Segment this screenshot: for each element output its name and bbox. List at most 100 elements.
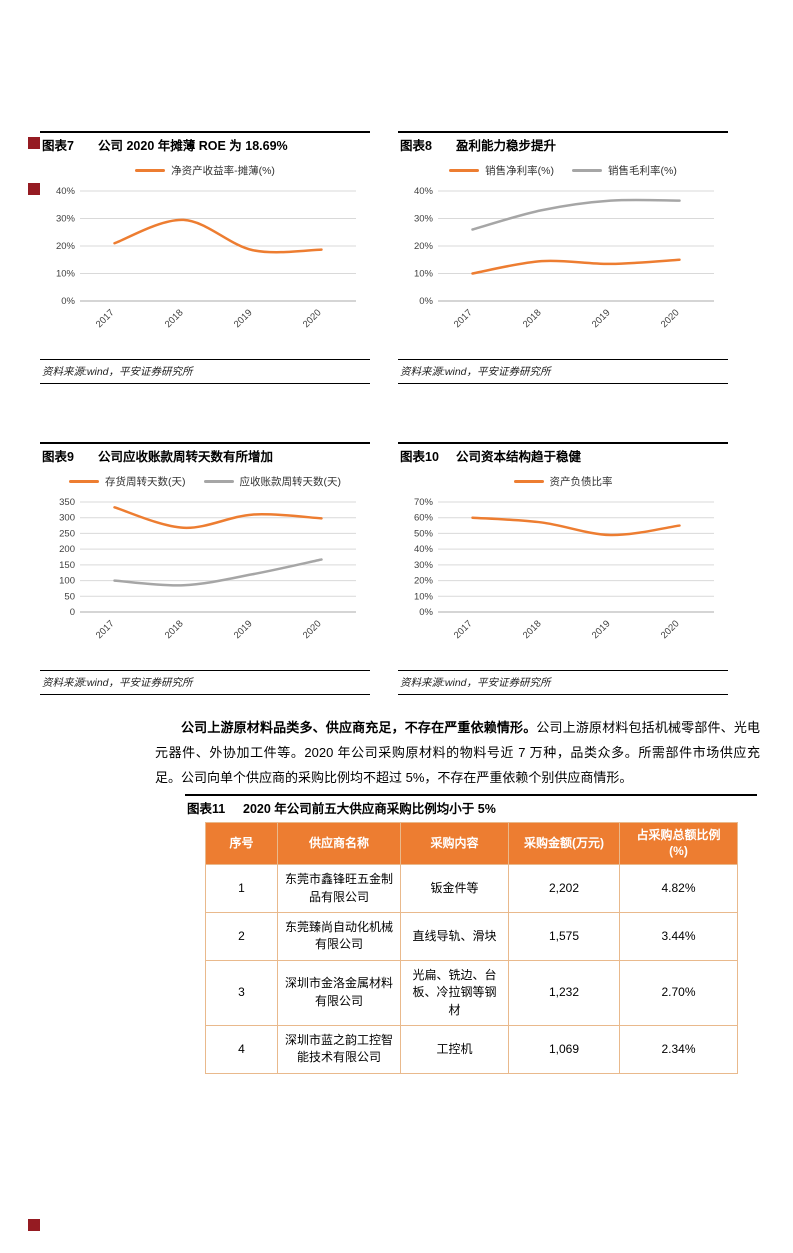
svg-text:2020: 2020 (659, 618, 682, 641)
figure-9: 图表9 公司应收账款周转天数有所增加 存货周转天数(天) 应收账款周转天数(天) 0 5… (40, 442, 370, 695)
cell-index: 4 (205, 1024, 278, 1074)
turnover-days-line-chart: 存货周转天数(天) 应收账款周转天数(天) 0 50 100 150 200 250 300 35… (40, 470, 370, 660)
cell-supplier: 深圳市金洛金属材料有限公司 (277, 959, 401, 1026)
chart-canvas: 0% 10% 20% 30% 40% 2017 2018 2019 2020 (56, 186, 356, 330)
figure-label: 图表9 (42, 450, 74, 464)
margin-line-chart: 销售净利率(%) 销售毛利率(%) 0% 10% 20% 30% 40% 2017 2018 20… (398, 159, 728, 349)
svg-text:0%: 0% (61, 296, 75, 307)
cell-amount: 1,069 (508, 1024, 620, 1074)
cell-ratio: 4.82% (619, 864, 738, 913)
legend-item: 资产负债比率 (513, 474, 613, 489)
chart-legend: 销售净利率(%) 销售毛利率(%) (398, 159, 728, 181)
figure-10: 图表10 公司资本结构趋于稳健 资产负债比率 0% 10% 20% 30% 40% 50% 60… (398, 442, 728, 695)
svg-text:200: 200 (59, 544, 75, 555)
svg-text:2020: 2020 (301, 618, 324, 641)
cell-content: 直线导轨、滑块 (400, 911, 509, 961)
legend-item: 应收账款周转天数(天) (203, 474, 341, 489)
cell-amount: 1,232 (508, 959, 620, 1026)
svg-text:50%: 50% (414, 528, 434, 539)
svg-text:30%: 30% (414, 214, 434, 225)
legend-line-swatch (572, 168, 602, 172)
svg-text:2017: 2017 (452, 307, 475, 330)
cell-index: 3 (205, 959, 278, 1026)
svg-text:30%: 30% (56, 214, 76, 225)
chart-legend: 资产负债比率 (398, 470, 728, 492)
svg-text:20%: 20% (414, 576, 434, 587)
svg-text:0%: 0% (419, 296, 433, 307)
legend-item: 净资产收益率-摊薄(%) (135, 163, 275, 178)
svg-text:70%: 70% (414, 497, 434, 508)
svg-text:150: 150 (59, 560, 75, 571)
brand-mark (28, 183, 40, 195)
figure-label: 图表10 (400, 450, 439, 464)
svg-text:2017: 2017 (94, 618, 117, 641)
figure-title: 公司资本结构趋于稳健 (456, 450, 582, 464)
svg-text:0%: 0% (419, 607, 433, 618)
cell-ratio: 2.70% (619, 959, 738, 1026)
col-header-content: 采购内容 (400, 821, 509, 866)
figure-10-caption: 图表10 公司资本结构趋于稳健 (398, 442, 728, 470)
table-header-row: 序号 供应商名称 采购内容 采购金额(万元) 占采购总额比例 (%) (205, 821, 738, 866)
cell-amount: 2,202 (508, 864, 620, 913)
svg-text:20%: 20% (414, 241, 434, 252)
legend-label: 销售净利率(%) (485, 164, 554, 177)
figure-7-caption: 图表7 公司 2020 年摊薄 ROE 为 18.69% (40, 131, 370, 159)
svg-text:2018: 2018 (521, 618, 544, 641)
svg-text:2019: 2019 (232, 618, 255, 641)
legend-label: 资产负债比率 (549, 475, 613, 488)
figure-source: 资料来源:wind，平安证券研究所 (40, 670, 370, 695)
col-header-amount: 采购金额(万元) (508, 821, 620, 866)
cell-index: 2 (205, 911, 278, 961)
cell-supplier: 东莞市鑫锋旺五金制品有限公司 (277, 864, 401, 913)
svg-text:2019: 2019 (232, 307, 255, 330)
svg-text:350: 350 (59, 497, 75, 508)
svg-text:40%: 40% (414, 186, 434, 197)
cell-content: 光扁、铣边、台板、冷拉钢等钢材 (400, 959, 509, 1026)
chart-legend: 存货周转天数(天) 应收账款周转天数(天) (40, 470, 370, 492)
figure-8: 图表8 盈利能力稳步提升 销售净利率(%) 销售毛利率(%) 0% 10% 20% 30% 4… (398, 131, 728, 384)
chart-canvas: 0% 10% 20% 30% 40% 2017 2018 2019 2020 (414, 186, 714, 330)
figure-source: 资料来源:wind，平安证券研究所 (398, 670, 728, 695)
table-row: 3 深圳市金洛金属材料有限公司 光扁、铣边、台板、冷拉钢等钢材 1,232 2.… (205, 959, 738, 1026)
brand-mark (28, 1219, 40, 1231)
legend-item: 存货周转天数(天) (69, 474, 186, 489)
svg-text:2018: 2018 (163, 618, 186, 641)
charts-row-1: 图表7 公司 2020 年摊薄 ROE 为 18.69% 净资产收益率-摊薄(%)… (40, 131, 793, 384)
figure-title: 盈利能力稳步提升 (456, 139, 557, 153)
report-page: { "page": { "background": "#FFFFFF" }, "… (0, 131, 793, 1253)
svg-text:40%: 40% (414, 544, 434, 555)
legend-line-swatch (135, 168, 166, 172)
roe-line-chart: 净资产收益率-摊薄(%) 0% 10% 20% 30% 40% 2017 2018 2019 20… (40, 159, 370, 349)
svg-text:60%: 60% (414, 513, 434, 524)
cell-amount: 1,575 (508, 911, 620, 961)
table-row: 2 东莞臻尚自动化机械有限公司 直线导轨、滑块 1,575 3.44% (205, 911, 738, 961)
chart-legend: 净资产收益率-摊薄(%) (40, 159, 370, 181)
svg-text:250: 250 (59, 528, 75, 539)
legend-item: 销售净利率(%) (449, 163, 554, 178)
charts-row-2: 图表9 公司应收账款周转天数有所增加 存货周转天数(天) 应收账款周转天数(天) 0 5… (40, 442, 793, 695)
svg-text:2018: 2018 (163, 307, 186, 330)
svg-text:2017: 2017 (94, 307, 117, 330)
svg-text:2018: 2018 (521, 307, 544, 330)
figure-title: 公司 2020 年摊薄 ROE 为 18.69% (98, 139, 288, 153)
table-row: 4 深圳市蓝之韵工控智能技术有限公司 工控机 1,069 2.34% (205, 1024, 738, 1074)
legend-line-swatch (203, 479, 234, 483)
figure-source: 资料来源:wind，平安证券研究所 (40, 359, 370, 384)
figure-8-caption: 图表8 盈利能力稳步提升 (398, 131, 728, 159)
svg-text:10%: 10% (414, 591, 434, 602)
figure-label: 图表11 (187, 802, 226, 816)
cell-supplier: 东莞臻尚自动化机械有限公司 (277, 911, 401, 961)
svg-text:10%: 10% (414, 269, 434, 280)
svg-text:10%: 10% (56, 269, 76, 280)
paragraph-lead: 公司上游原材料品类多、供应商充足，不存在严重依赖情形。 (181, 720, 537, 735)
col-header-supplier: 供应商名称 (277, 821, 401, 866)
supplier-table: 序号 供应商名称 采购内容 采购金额(万元) 占采购总额比例 (%) 1 东莞市… (205, 821, 738, 1074)
svg-text:2020: 2020 (659, 307, 682, 330)
legend-item: 销售毛利率(%) (572, 163, 677, 178)
svg-text:0: 0 (70, 607, 75, 618)
cell-content: 钣金件等 (400, 864, 509, 913)
col-header-index: 序号 (205, 821, 278, 866)
svg-text:2019: 2019 (590, 307, 613, 330)
legend-label: 存货周转天数(天) (105, 475, 186, 488)
cell-ratio: 3.44% (619, 911, 738, 961)
